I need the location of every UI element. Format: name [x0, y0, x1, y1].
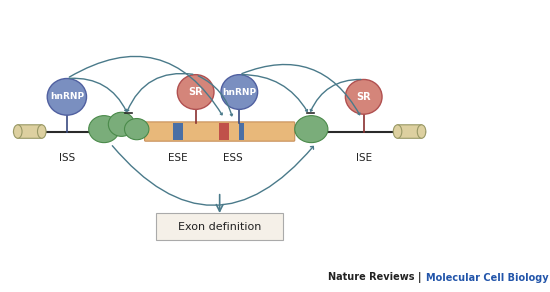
Ellipse shape — [14, 125, 22, 138]
Text: Molecular Cell Biology: Molecular Cell Biology — [426, 273, 548, 283]
FancyBboxPatch shape — [145, 122, 295, 141]
FancyArrowPatch shape — [127, 74, 193, 111]
FancyBboxPatch shape — [18, 125, 42, 138]
Text: SR: SR — [188, 87, 203, 97]
Text: ESE: ESE — [168, 153, 188, 163]
Ellipse shape — [221, 75, 257, 110]
Ellipse shape — [89, 116, 119, 142]
Text: Exon definition: Exon definition — [178, 222, 261, 232]
Text: ISS: ISS — [59, 153, 75, 163]
FancyArrowPatch shape — [198, 76, 233, 116]
FancyArrowPatch shape — [310, 79, 361, 111]
Ellipse shape — [108, 112, 135, 136]
Bar — [239, 123, 244, 140]
Bar — [173, 123, 183, 140]
Text: hnRNP: hnRNP — [50, 92, 84, 101]
Ellipse shape — [47, 79, 86, 115]
Text: SR: SR — [356, 92, 371, 102]
FancyBboxPatch shape — [156, 213, 283, 240]
FancyArrowPatch shape — [69, 56, 222, 115]
FancyArrowPatch shape — [242, 65, 360, 115]
Bar — [219, 123, 229, 140]
FancyArrowPatch shape — [242, 75, 307, 111]
Text: hnRNP: hnRNP — [222, 88, 256, 97]
FancyArrowPatch shape — [70, 78, 126, 111]
Ellipse shape — [393, 125, 402, 138]
Ellipse shape — [37, 125, 46, 138]
Text: ISE: ISE — [356, 153, 372, 163]
Ellipse shape — [345, 79, 382, 114]
Ellipse shape — [124, 119, 149, 140]
Ellipse shape — [295, 116, 328, 142]
Ellipse shape — [177, 75, 214, 110]
Ellipse shape — [417, 125, 426, 138]
FancyArrowPatch shape — [112, 146, 314, 205]
Text: ESS: ESS — [223, 153, 243, 163]
Text: Nature Reviews |: Nature Reviews | — [328, 272, 425, 283]
FancyBboxPatch shape — [398, 125, 421, 138]
